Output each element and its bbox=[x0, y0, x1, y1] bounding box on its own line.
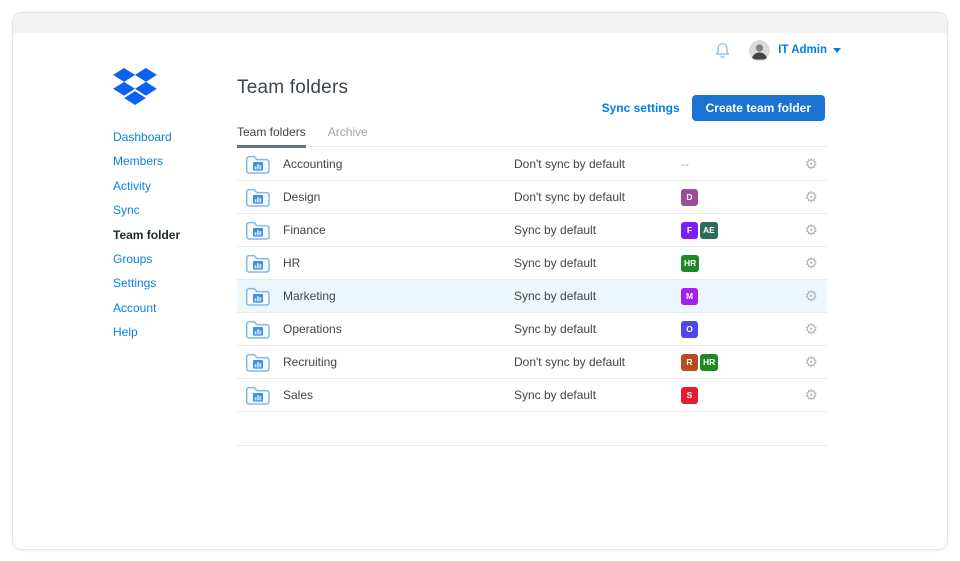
tab-team-folders[interactable]: Team folders bbox=[237, 125, 306, 148]
chevron-down-icon[interactable] bbox=[833, 47, 841, 53]
group-badge-ae: AE bbox=[700, 221, 718, 239]
dropbox-logo[interactable] bbox=[113, 68, 157, 110]
team-folder-icon bbox=[245, 220, 271, 241]
group-badge-s: S bbox=[681, 386, 698, 404]
tab-archive[interactable]: Archive bbox=[327, 125, 368, 139]
table-row-marketing[interactable]: Marketing Sync by default M ⚙ bbox=[237, 280, 827, 313]
group-badge-m: M bbox=[681, 287, 698, 305]
row-settings-gear-icon[interactable]: ⚙ bbox=[804, 319, 818, 338]
group-badge-r: R bbox=[681, 353, 698, 371]
sync-status: Sync by default bbox=[514, 289, 597, 303]
sidebar-item-activity[interactable]: Activity bbox=[113, 178, 152, 193]
sync-status: Sync by default bbox=[514, 223, 597, 237]
team-folder-icon bbox=[245, 154, 271, 175]
team-folder-icon bbox=[245, 253, 271, 274]
group-badges: D bbox=[681, 188, 805, 206]
table-end-divider bbox=[237, 445, 827, 446]
window-chrome-strip bbox=[13, 13, 947, 33]
table-row-hr[interactable]: HR Sync by default HR ⚙ bbox=[237, 247, 827, 280]
topbar: IT Admin bbox=[714, 39, 841, 61]
sidebar-item-settings[interactable]: Settings bbox=[113, 276, 157, 291]
table-row-operations[interactable]: Operations Sync by default O ⚙ bbox=[237, 313, 827, 346]
sync-status: Sync by default bbox=[514, 322, 597, 336]
folder-name: Design bbox=[283, 190, 321, 204]
folder-name: Operations bbox=[283, 322, 342, 336]
sidebar-item-team-folder[interactable]: Team folder bbox=[113, 227, 181, 242]
group-badges: R HR bbox=[681, 353, 805, 371]
row-settings-gear-icon[interactable]: ⚙ bbox=[804, 352, 818, 371]
row-settings-gear-icon[interactable]: ⚙ bbox=[804, 385, 818, 404]
group-badge-f: F bbox=[681, 221, 698, 239]
table-row-sales[interactable]: Sales Sync by default S ⚙ bbox=[237, 379, 827, 412]
tabs: Team folders Archive bbox=[237, 125, 827, 148]
sync-settings-link[interactable]: Sync settings bbox=[601, 101, 680, 115]
group-badges: -- bbox=[681, 157, 805, 171]
group-badges: S bbox=[681, 386, 805, 404]
group-badges: HR bbox=[681, 254, 805, 272]
folder-name: Accounting bbox=[283, 157, 343, 171]
row-settings-gear-icon[interactable]: ⚙ bbox=[804, 220, 818, 239]
table-row-design[interactable]: Design Don't sync by default D ⚙ bbox=[237, 181, 827, 214]
team-folder-icon bbox=[245, 319, 271, 340]
folder-name: Recruiting bbox=[283, 355, 338, 369]
table-row-accounting[interactable]: Accounting Don't sync by default -- ⚙ bbox=[237, 148, 827, 181]
folder-name: Finance bbox=[283, 223, 326, 237]
folder-name: HR bbox=[283, 256, 301, 270]
group-badge-hr: HR bbox=[681, 254, 700, 272]
row-settings-gear-icon[interactable]: ⚙ bbox=[804, 253, 818, 272]
sidebar-item-groups[interactable]: Groups bbox=[113, 252, 153, 267]
team-folder-icon bbox=[245, 286, 271, 307]
admin-console-window: IT Admin Dashboard Members Activity Sync Tea… bbox=[12, 12, 948, 550]
row-settings-gear-icon[interactable]: ⚙ bbox=[804, 286, 818, 305]
team-folders-table: Accounting Don't sync by default -- ⚙ De… bbox=[237, 148, 827, 412]
header-actions: Sync settings Create team folder bbox=[602, 95, 825, 121]
team-folder-icon bbox=[245, 352, 271, 373]
group-badge-hr: HR bbox=[700, 353, 719, 371]
group-badges: O bbox=[681, 320, 805, 338]
no-groups-placeholder: -- bbox=[681, 157, 689, 171]
group-badges: M bbox=[681, 287, 805, 305]
sync-status: Sync by default bbox=[514, 256, 597, 270]
table-row-finance[interactable]: Finance Sync by default F AE ⚙ bbox=[237, 214, 827, 247]
row-settings-gear-icon[interactable]: ⚙ bbox=[804, 187, 818, 206]
group-badge-o: O bbox=[681, 320, 698, 338]
group-badges: F AE bbox=[681, 221, 805, 239]
group-badge-d: D bbox=[681, 188, 698, 206]
sync-status: Don't sync by default bbox=[514, 355, 626, 369]
notifications-bell-icon[interactable] bbox=[714, 41, 731, 60]
folder-name: Marketing bbox=[283, 289, 336, 303]
sidebar-nav: Dashboard Members Activity Sync Team folder G… bbox=[113, 125, 180, 345]
page-title: Team folders bbox=[237, 77, 349, 98]
row-settings-gear-icon[interactable]: ⚙ bbox=[804, 154, 818, 173]
sync-status: Don't sync by default bbox=[514, 190, 626, 204]
sync-status: Don't sync by default bbox=[514, 157, 626, 171]
team-folder-icon bbox=[245, 385, 271, 406]
user-menu[interactable]: IT Admin bbox=[778, 44, 827, 56]
sidebar-item-dashboard[interactable]: Dashboard bbox=[113, 130, 172, 144]
sync-status: Sync by default bbox=[514, 388, 597, 402]
avatar[interactable] bbox=[749, 39, 771, 61]
sidebar-item-help[interactable]: Help bbox=[113, 325, 138, 340]
table-row-recruiting[interactable]: Recruiting Don't sync by default R HR ⚙ bbox=[237, 346, 827, 379]
sidebar-item-members[interactable]: Members bbox=[113, 154, 164, 169]
create-team-folder-button[interactable]: Create team folder bbox=[691, 95, 825, 121]
team-folder-icon bbox=[245, 187, 271, 208]
sidebar-item-sync[interactable]: Sync bbox=[113, 203, 140, 218]
folder-name: Sales bbox=[283, 388, 314, 402]
sidebar-item-account[interactable]: Account bbox=[113, 300, 157, 315]
